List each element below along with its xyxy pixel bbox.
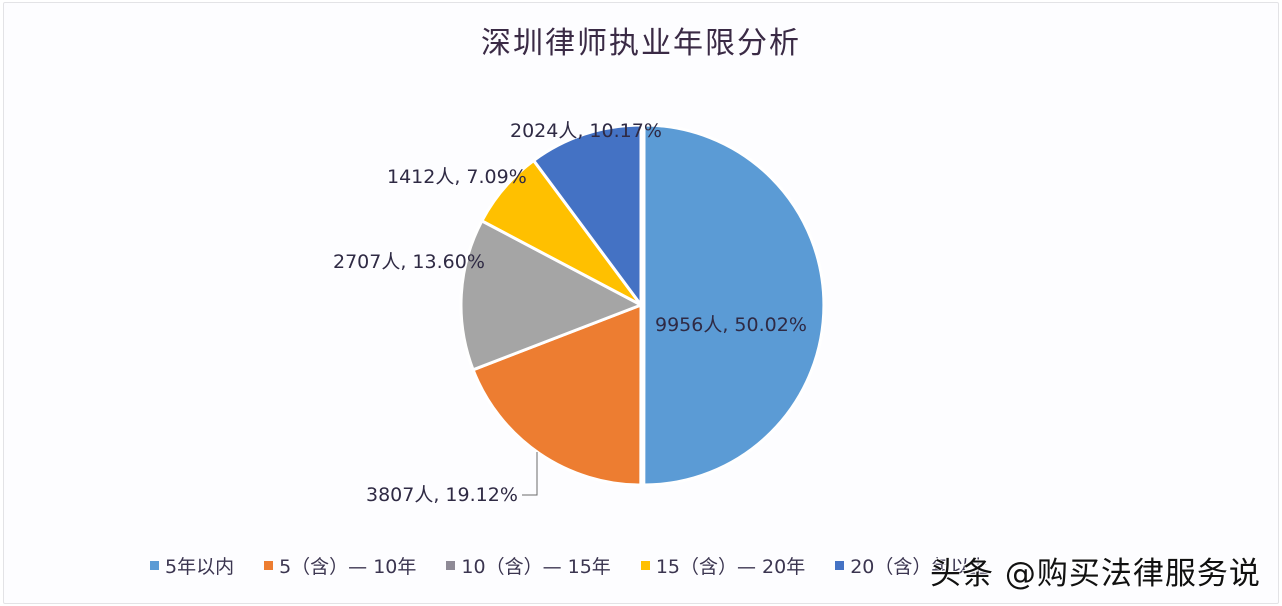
watermark: 头条 @购买法律服务说 [930, 556, 1261, 592]
slice-20yr-plus [531, 123, 643, 310]
legend-item: 5年以内 [150, 552, 234, 579]
data-label-15-20yr: 1412人, 7.09% [387, 166, 527, 188]
legend-item: 10（含）— 15年 [446, 552, 611, 579]
legend-label: 5年以内 [165, 555, 235, 578]
legend-swatch-icon [150, 560, 159, 570]
chart-title: 深圳律师执业年限分析 [481, 26, 801, 61]
leader-line [522, 452, 538, 496]
legend-item: 5（含）— 10年 [264, 552, 416, 579]
legend-swatch-icon [835, 560, 845, 570]
legend-label: 10（含）— 15年 [461, 555, 611, 578]
legend-item: 20（含）年以上 [835, 552, 988, 579]
data-label-5-10yr: 3807人, 19.12% [366, 484, 518, 506]
data-label-20yr-plus: 2024人, 10.17% [510, 120, 662, 142]
legend-item: 15（含）— 20年 [640, 552, 806, 579]
slice-10-15yr [459, 218, 645, 372]
legend-label: 5（含）— 10年 [279, 555, 417, 578]
slice-5-10yr [471, 302, 643, 487]
legend-swatch-icon [640, 560, 650, 570]
legend-label: 20（含）年以上 [850, 555, 989, 578]
legend-label: 15（含）— 20年 [655, 555, 806, 578]
slice-5yr-within [642, 123, 826, 487]
data-label-5yr-within: 9956人, 50.02% [655, 314, 807, 336]
data-label-10-15yr: 2707人, 13.60% [333, 251, 485, 273]
chart-legend: 5年以内 5（含）— 10年 10（含）— 15年 15（含）— 20年 20（… [150, 552, 1018, 578]
legend-swatch-icon [446, 560, 456, 570]
legend-swatch-icon [264, 560, 274, 570]
